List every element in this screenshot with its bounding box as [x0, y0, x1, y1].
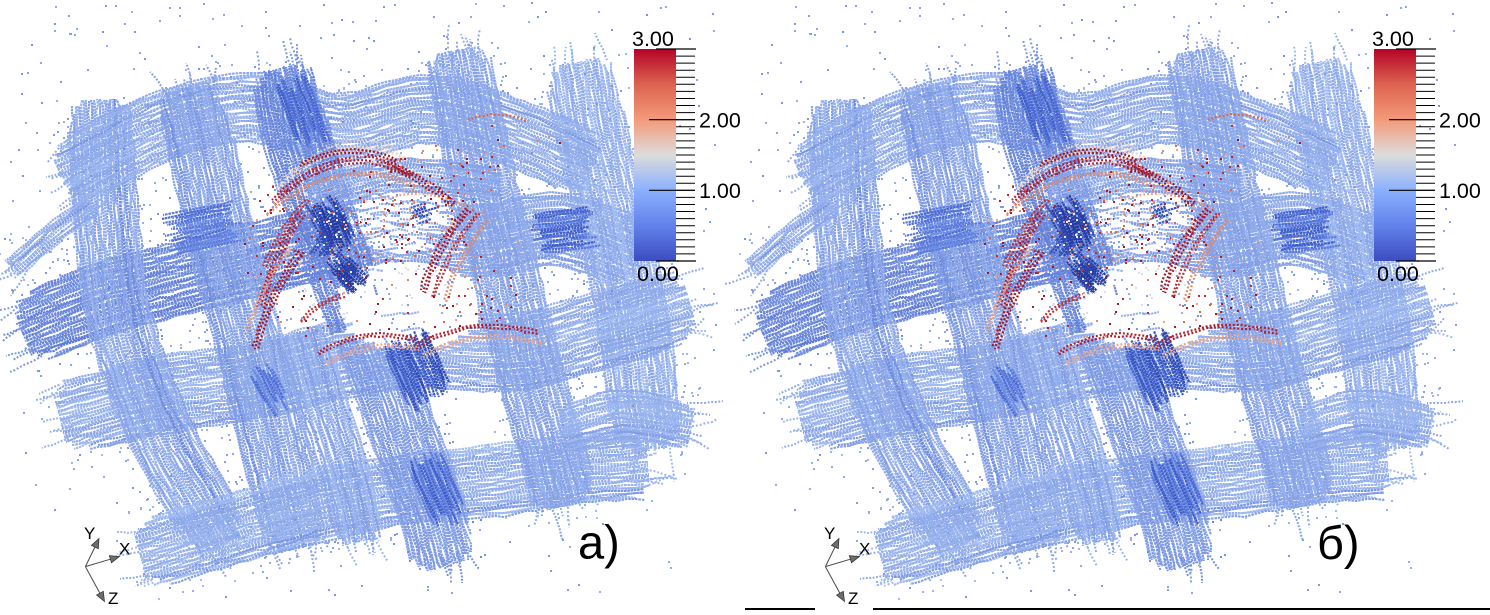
svg-text:а): а): [578, 516, 620, 569]
svg-text:б): б): [1317, 516, 1360, 569]
